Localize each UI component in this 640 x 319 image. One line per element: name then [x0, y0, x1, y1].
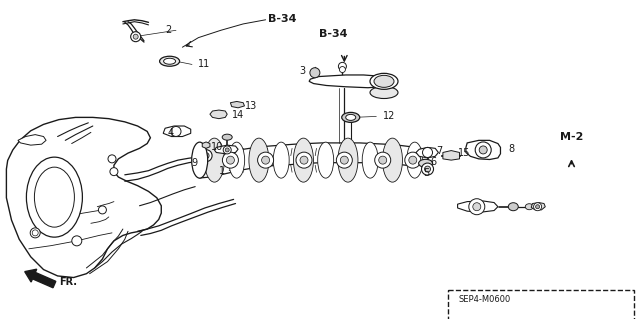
Text: M-2: M-2: [560, 132, 583, 142]
Ellipse shape: [374, 75, 394, 87]
Polygon shape: [466, 140, 500, 160]
Text: 1: 1: [219, 166, 225, 176]
Text: 12: 12: [383, 111, 395, 122]
Polygon shape: [18, 135, 46, 145]
Polygon shape: [443, 151, 460, 160]
Circle shape: [473, 203, 481, 211]
Polygon shape: [6, 117, 161, 278]
Circle shape: [409, 156, 417, 164]
Polygon shape: [214, 145, 238, 154]
Circle shape: [337, 152, 353, 168]
Text: SEP4-M0600: SEP4-M0600: [459, 295, 511, 304]
Polygon shape: [531, 203, 545, 210]
Text: 11: 11: [198, 59, 211, 70]
Circle shape: [536, 205, 540, 209]
Circle shape: [468, 199, 485, 215]
Ellipse shape: [362, 142, 378, 178]
Text: 6: 6: [430, 157, 436, 167]
Ellipse shape: [317, 142, 333, 178]
Polygon shape: [202, 142, 210, 148]
Text: 2: 2: [165, 25, 172, 35]
Ellipse shape: [228, 142, 244, 178]
Text: 9: 9: [191, 158, 197, 168]
Circle shape: [339, 62, 346, 70]
Polygon shape: [416, 147, 438, 158]
Circle shape: [405, 152, 421, 168]
Ellipse shape: [342, 112, 360, 122]
Ellipse shape: [222, 134, 232, 140]
FancyArrow shape: [25, 269, 56, 288]
Ellipse shape: [204, 138, 225, 182]
Circle shape: [32, 230, 38, 236]
Circle shape: [475, 142, 492, 158]
Circle shape: [422, 147, 433, 158]
Ellipse shape: [407, 142, 423, 178]
Circle shape: [133, 34, 138, 39]
Circle shape: [72, 236, 82, 246]
Bar: [448, 290, 634, 319]
Circle shape: [422, 163, 433, 175]
Circle shape: [257, 152, 274, 168]
Circle shape: [262, 156, 269, 164]
Circle shape: [340, 156, 348, 164]
Circle shape: [310, 68, 320, 78]
Text: 14: 14: [232, 110, 244, 121]
Text: 10: 10: [211, 142, 223, 152]
Ellipse shape: [26, 157, 83, 237]
Circle shape: [108, 155, 116, 163]
Circle shape: [339, 67, 346, 72]
Ellipse shape: [370, 86, 398, 99]
Text: 13: 13: [244, 101, 257, 111]
Polygon shape: [230, 101, 244, 108]
Circle shape: [300, 156, 308, 164]
Ellipse shape: [370, 73, 398, 89]
Circle shape: [225, 148, 229, 152]
Circle shape: [110, 167, 118, 176]
Text: 15: 15: [458, 148, 470, 158]
Ellipse shape: [273, 142, 289, 178]
Text: 3: 3: [300, 66, 306, 76]
Circle shape: [223, 146, 231, 154]
Ellipse shape: [338, 138, 358, 182]
Ellipse shape: [249, 138, 269, 182]
Ellipse shape: [525, 204, 533, 210]
Polygon shape: [210, 110, 227, 119]
Text: B-34: B-34: [319, 29, 347, 40]
Ellipse shape: [383, 138, 403, 182]
Circle shape: [227, 156, 234, 164]
Circle shape: [30, 228, 40, 238]
Text: FR.: FR.: [59, 277, 77, 287]
Text: B-34: B-34: [268, 14, 296, 24]
Circle shape: [203, 153, 209, 159]
Ellipse shape: [159, 56, 180, 66]
Ellipse shape: [293, 138, 314, 182]
Text: 8: 8: [509, 144, 515, 154]
Polygon shape: [163, 126, 191, 137]
Ellipse shape: [164, 58, 175, 64]
Circle shape: [296, 152, 312, 168]
Polygon shape: [309, 75, 392, 88]
Circle shape: [223, 152, 238, 168]
Circle shape: [379, 156, 387, 164]
Ellipse shape: [35, 167, 74, 227]
Circle shape: [375, 152, 390, 168]
Circle shape: [424, 166, 431, 172]
Circle shape: [200, 150, 212, 162]
Text: 7: 7: [436, 145, 443, 156]
Text: 4: 4: [168, 128, 174, 138]
Ellipse shape: [508, 203, 518, 211]
Circle shape: [171, 126, 181, 137]
Ellipse shape: [346, 115, 356, 120]
Ellipse shape: [192, 142, 207, 178]
Circle shape: [131, 32, 141, 42]
Circle shape: [534, 203, 541, 211]
Circle shape: [479, 146, 487, 154]
Ellipse shape: [419, 159, 433, 167]
Circle shape: [99, 206, 106, 214]
Polygon shape: [458, 201, 498, 212]
Text: 5: 5: [424, 168, 430, 178]
